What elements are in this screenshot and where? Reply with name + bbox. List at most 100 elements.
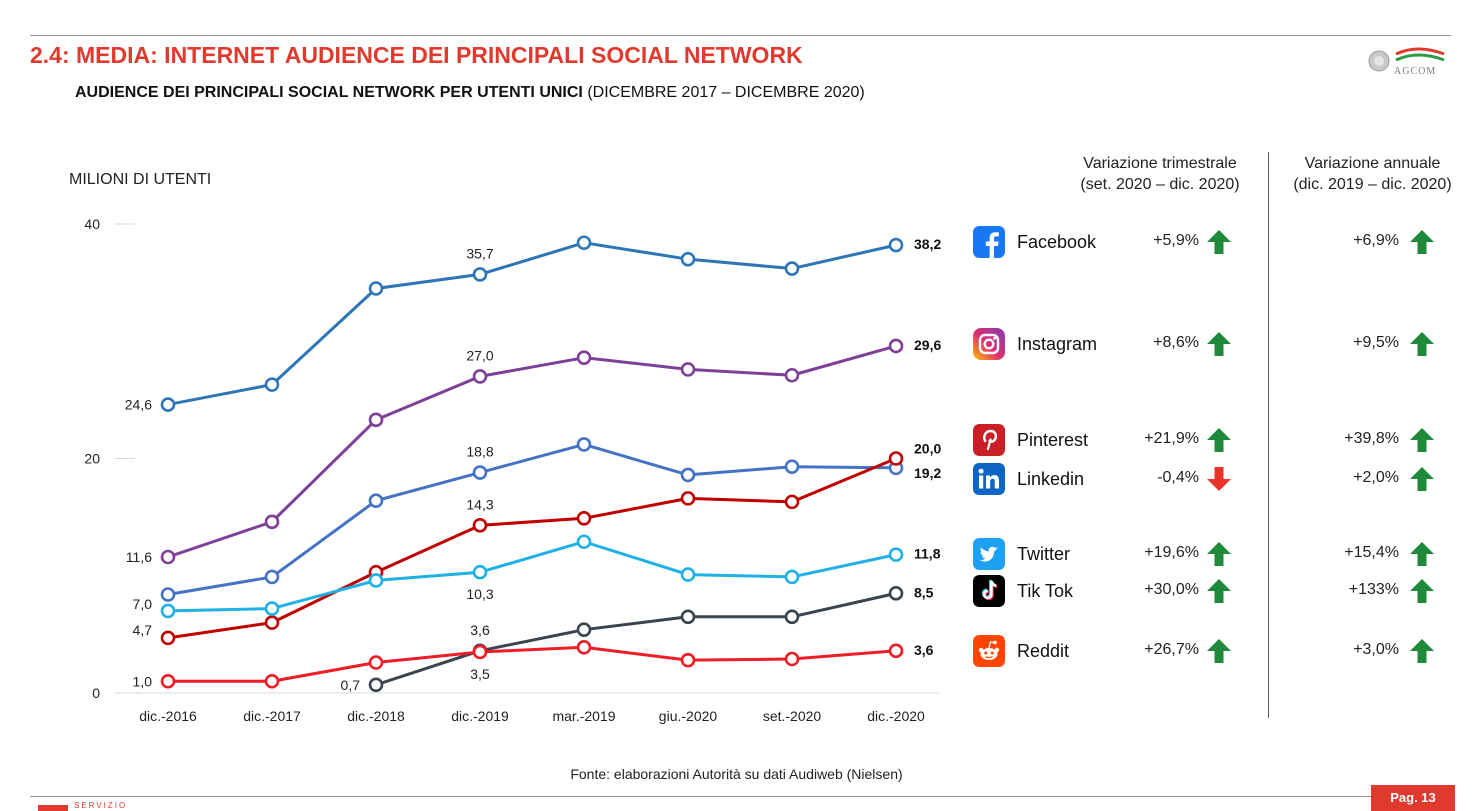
data-point-pinterest <box>472 518 488 533</box>
data-point-facebook <box>784 261 800 276</box>
data-point-facebook <box>680 251 696 267</box>
legend-row-twitter: Twitter +19,6% +15,4% <box>973 538 1443 572</box>
data-point-twitter <box>576 534 592 550</box>
instagram-icon <box>973 328 1005 360</box>
pinterest-icon <box>973 424 1005 456</box>
quarterly-variation-value: +8,6% <box>1153 334 1199 351</box>
data-point-linkedin <box>784 459 800 475</box>
agcom-emblem-icon <box>1368 47 1445 72</box>
data-label: 20,0 <box>914 441 941 457</box>
annual-variation-value: +15,4% <box>1344 544 1399 561</box>
data-point-pinterest <box>888 451 904 466</box>
data-label: 19,2 <box>914 465 941 481</box>
data-point-tik-tok <box>680 609 696 625</box>
data-point-reddit <box>160 673 176 689</box>
series-line-tik-tok <box>375 591 897 687</box>
quarterly-header-line2: (set. 2020 – dic. 2020) <box>1080 176 1240 193</box>
data-point-linkedin <box>472 465 488 480</box>
y-tick-label: 0 <box>92 685 100 701</box>
source-note: Fonte: elaborazioni Autorità su dati Aud… <box>570 766 903 782</box>
x-tick-label: mar.-2019 <box>552 708 615 724</box>
x-tick-label: dic.-2019 <box>451 708 509 724</box>
annual-variation-value: +9,5% <box>1353 334 1399 351</box>
data-point-pinterest <box>784 494 800 510</box>
data-point-twitter <box>472 564 488 580</box>
arrow-up-icon <box>1410 579 1434 603</box>
data-label: 18,8 <box>466 444 493 460</box>
data-point-pinterest <box>160 630 176 646</box>
data-label: 11,6 <box>126 549 152 565</box>
chart-subtitle: AUDIENCE DEI PRINCIPALI SOCIAL NETWORK P… <box>75 84 865 102</box>
network-name: Reddit <box>1017 641 1070 661</box>
data-point-pinterest <box>576 510 592 526</box>
data-label: 29,6 <box>914 337 941 353</box>
data-point-reddit <box>680 652 696 668</box>
data-point-reddit <box>368 655 384 670</box>
data-point-twitter <box>264 601 280 616</box>
subtitle-bold: AUDIENCE DEI PRINCIPALI SOCIAL NETWORK P… <box>75 84 583 101</box>
annual-variation-value: +39,8% <box>1344 430 1399 447</box>
data-label: 11,8 <box>914 546 941 562</box>
annual-variation-value: +6,9% <box>1353 232 1399 249</box>
legend-row-reddit: Reddit +26,7% +3,0% <box>973 635 1443 669</box>
data-point-twitter <box>680 567 696 582</box>
arrow-down-icon <box>1207 467 1231 491</box>
arrow-up-icon <box>1410 639 1434 663</box>
annual-variation-header: Variazione annuale (dic. 2019 – dic. 202… <box>1275 153 1470 195</box>
data-label: 14,3 <box>466 496 493 512</box>
series-line-reddit <box>168 645 897 683</box>
line-chart: 0 20 40 dic.-2016 dic.-2017 dic.-2018 dic.-201… <box>84 216 941 724</box>
quarterly-variation-value: +19,6% <box>1144 544 1199 561</box>
network-name: Twitter <box>1017 544 1071 564</box>
data-label: 27,0 <box>466 347 493 363</box>
twitter-icon <box>973 538 1005 570</box>
arrow-up-icon <box>1207 332 1231 356</box>
data-point-reddit <box>888 643 904 659</box>
series-line-facebook <box>167 241 897 407</box>
data-point-instagram <box>888 338 904 354</box>
annual-variation-value: +2,0% <box>1353 469 1399 486</box>
network-name: Facebook <box>1017 232 1097 252</box>
data-point-instagram <box>576 350 592 365</box>
data-point-instagram <box>264 514 280 530</box>
data-point-pinterest <box>680 491 696 506</box>
quarterly-variation-value: +21,9% <box>1144 430 1199 447</box>
x-tick-label: dic.-2018 <box>347 708 405 724</box>
legend-row-pinterest: Pinterest +21,9% +39,8% <box>973 424 1443 458</box>
data-point-twitter <box>888 547 904 562</box>
column-divider <box>1268 152 1269 718</box>
arrow-up-icon <box>1410 542 1434 566</box>
arrow-up-icon <box>1207 230 1231 254</box>
data-point-twitter <box>368 573 384 588</box>
data-label: 0,7 <box>341 677 361 693</box>
data-label: 1,0 <box>133 673 153 689</box>
top-rule <box>30 35 1451 36</box>
tiktok-icon <box>973 575 1005 607</box>
legend-row-facebook: Facebook +5,9% +6,9% <box>973 226 1443 260</box>
annual-header-line2: (dic. 2019 – dic. 2020) <box>1293 176 1452 193</box>
data-point-tik-tok <box>576 622 592 637</box>
data-label: 4,7 <box>133 622 153 638</box>
quarterly-variation-value: -0,4% <box>1157 469 1199 486</box>
network-name: Instagram <box>1017 334 1098 354</box>
bottom-rule <box>30 796 1451 797</box>
data-point-instagram <box>160 549 176 565</box>
x-tick-label: set.-2020 <box>763 708 822 724</box>
series-line-twitter <box>167 540 897 613</box>
legend-row-tik-tok: Tik Tok +30,0% +133% <box>973 575 1443 609</box>
annual-variation-value: +133% <box>1348 581 1399 598</box>
data-point-twitter <box>160 603 176 619</box>
arrow-up-icon <box>1410 467 1434 491</box>
data-label: 38,2 <box>914 236 941 252</box>
data-point-tik-tok <box>888 586 904 601</box>
page-title: 2.4: MEDIA: INTERNET AUDIENCE DEI PRINCI… <box>30 42 803 68</box>
quarterly-variation-header: Variazione trimestrale (set. 2020 – dic.… <box>1050 153 1270 195</box>
arrow-up-icon <box>1410 428 1434 452</box>
network-name: Pinterest <box>1017 430 1089 450</box>
data-point-linkedin <box>368 493 384 509</box>
footer-brand: SERVIZIO <box>38 802 178 811</box>
arrow-up-icon <box>1410 332 1434 356</box>
data-point-reddit <box>784 651 800 667</box>
data-point-twitter <box>784 569 800 585</box>
legend-row-linkedin: Linkedin -0,4% +2,0% <box>973 463 1443 497</box>
